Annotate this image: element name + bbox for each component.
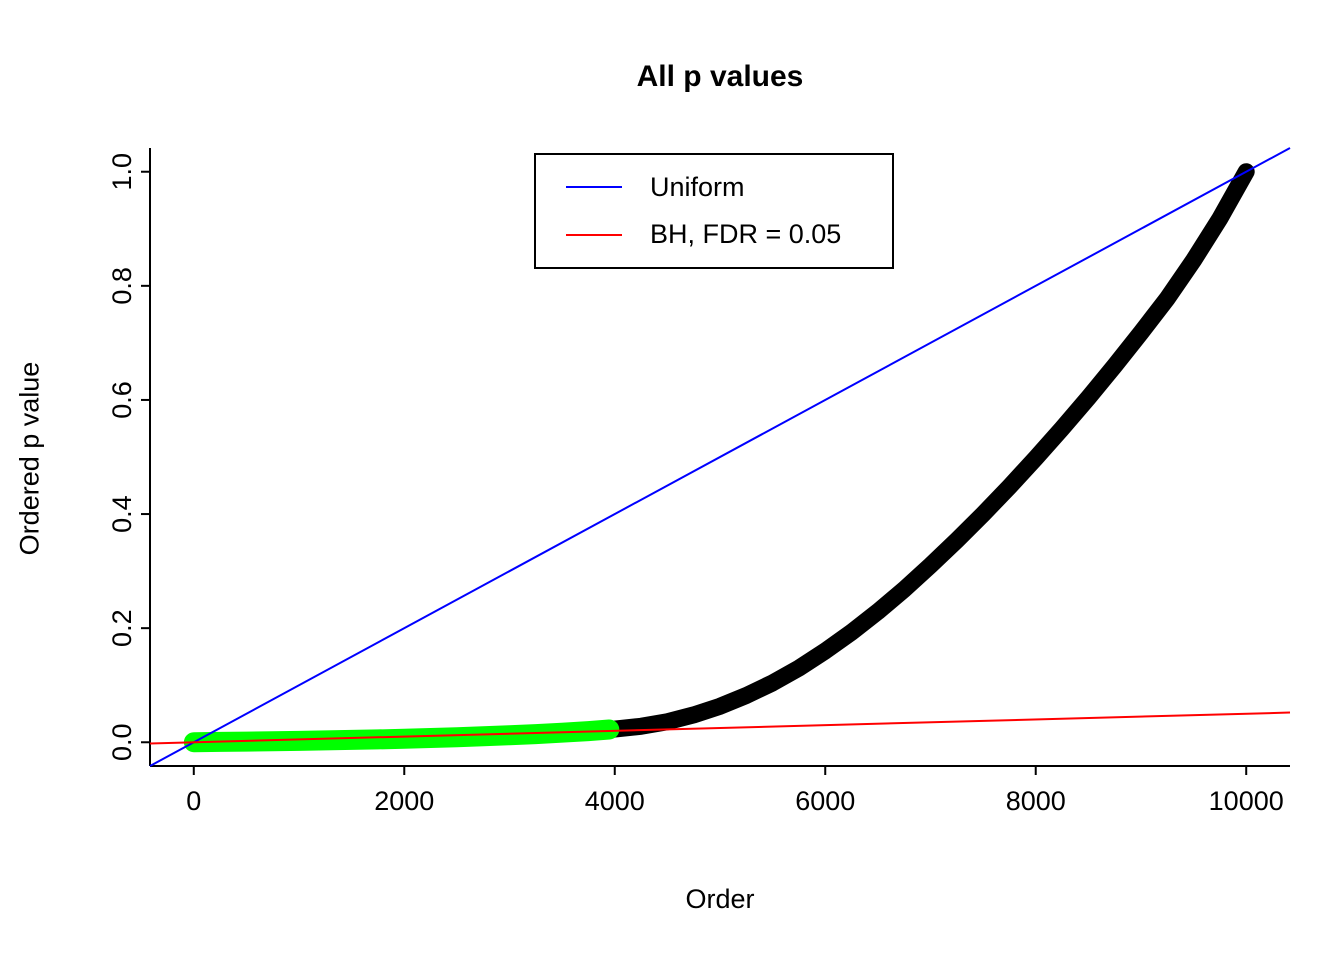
- y-tick-label: 0.2: [107, 609, 137, 647]
- legend-label-bh: BH, FDR = 0.05: [650, 219, 842, 250]
- legend-entry-uniform: Uniform: [566, 172, 892, 203]
- uniform-line: [149, 147, 1291, 767]
- y-tick-label: 0.4: [107, 495, 137, 533]
- x-tick-label: 0: [186, 786, 201, 816]
- x-tick-label: 6000: [795, 786, 855, 816]
- uniform-line-swatch: [566, 186, 622, 189]
- x-tick-label: 4000: [585, 786, 645, 816]
- bh-line-swatch: [566, 233, 622, 236]
- x-tick-label: 8000: [1006, 786, 1066, 816]
- y-axis-title: Ordered p value: [14, 361, 45, 556]
- y-tick-label: 1.0: [107, 153, 137, 191]
- y-tick-label: 0.6: [107, 381, 137, 419]
- legend-label-uniform: Uniform: [650, 171, 745, 202]
- legend-entry-bh: BH, FDR = 0.05: [566, 219, 892, 250]
- chart-title: All p values: [636, 60, 804, 93]
- legend: Uniform BH, FDR = 0.05: [534, 153, 894, 269]
- x-axis-title: Order: [685, 884, 755, 914]
- x-tick-label: 10000: [1209, 786, 1284, 816]
- x-tick-label: 2000: [374, 786, 434, 816]
- bh-threshold-line: [149, 711, 1291, 745]
- y-tick-label: 0.0: [107, 723, 137, 761]
- y-tick-label: 0.8: [107, 267, 137, 305]
